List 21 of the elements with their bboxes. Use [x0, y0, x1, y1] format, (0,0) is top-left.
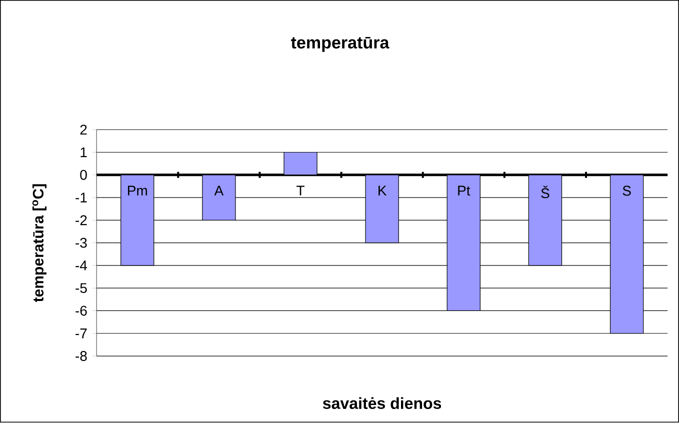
chart-title: temperatūra	[290, 37, 390, 52]
y-tick-label: -8	[76, 351, 87, 362]
x-tick-label: Š	[541, 186, 550, 198]
y-axis-title: temperatūra [$^{o}$C]	[32, 184, 46, 302]
y-tick-label: -7	[76, 328, 87, 338]
y-tick-label: -4	[76, 260, 88, 271]
x-tick-label: K	[378, 186, 387, 196]
x-tick-label: S	[622, 186, 631, 196]
y-tick-label: 2	[80, 124, 87, 135]
x-tick-label: Pm	[128, 186, 147, 196]
y-tick-label: -2	[76, 216, 87, 226]
y-tick-label: -1	[76, 192, 87, 203]
y-tick-label: 0	[80, 170, 87, 180]
y-tick-label: -6	[76, 306, 87, 316]
x-tick-label: A	[214, 186, 224, 196]
y-tick-label: 1	[80, 148, 87, 158]
x-tick-label: T	[296, 186, 304, 196]
x-axis-title: savaitės dienos	[322, 397, 442, 410]
y-tick-label: -5	[76, 283, 87, 294]
y-tick-label: -3	[76, 238, 87, 248]
x-tick-label: Pt	[458, 186, 470, 196]
